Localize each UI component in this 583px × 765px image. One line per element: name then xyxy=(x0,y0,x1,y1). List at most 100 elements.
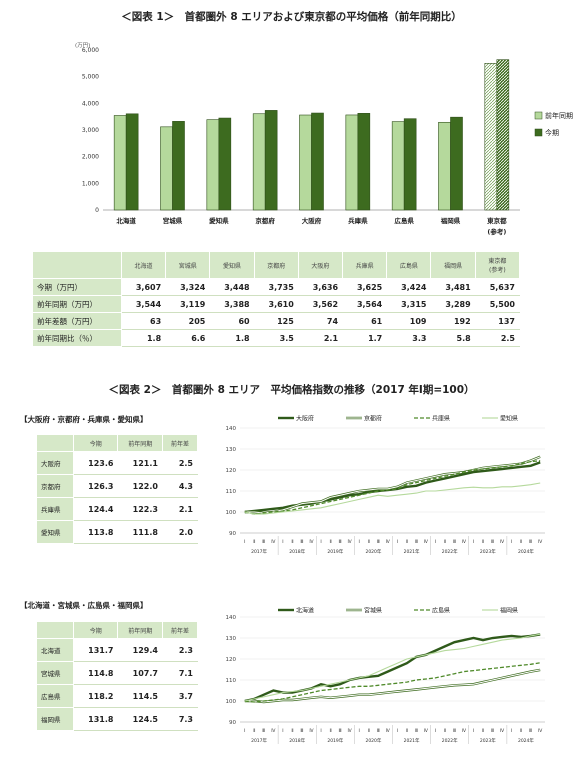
table-cell: 125 xyxy=(253,312,299,330)
x-quarter-label: Ⅲ xyxy=(453,539,456,545)
x-quarter-label: Ⅲ xyxy=(262,728,265,734)
column-header: 宮城県 xyxy=(165,251,211,279)
x-quarter-label: Ⅲ xyxy=(339,728,342,734)
table-cell: 3,610 xyxy=(253,295,299,313)
table-cell: 61 xyxy=(342,312,388,330)
legend-label: 前年同期 xyxy=(545,111,573,120)
table-cell: 123.6 xyxy=(72,451,119,475)
table-cell: 5,637 xyxy=(474,278,521,296)
table-cell: 4.3 xyxy=(161,474,199,498)
table-cell: 118.2 xyxy=(72,684,119,708)
x-quarter-label: Ⅱ xyxy=(368,539,370,545)
x-quarter-label: Ⅳ xyxy=(271,539,276,545)
index-table-other: 今期 前年同期 前年差 北海道 131.7 129.4 2.3 宮城県 114.8 107.7 7.… xyxy=(36,621,199,731)
table-cell: 124.5 xyxy=(117,707,163,731)
table-cell: 131.7 xyxy=(72,638,119,662)
x-quarter-label: Ⅲ xyxy=(529,728,532,734)
column-header: 北海道 xyxy=(120,251,167,279)
x-year-label: 2023年 xyxy=(480,548,496,555)
x-quarter-label: Ⅱ xyxy=(368,728,370,734)
x-quarter-label: Ⅲ xyxy=(415,539,418,545)
x-quarter-label: Ⅲ xyxy=(491,539,494,545)
x-quarter-label: Ⅱ xyxy=(406,539,408,545)
table-cell: 3,544 xyxy=(120,295,167,313)
x-quarter-label: Ⅳ xyxy=(386,728,391,734)
bar-curr xyxy=(125,113,139,211)
table-row: 北海道 131.7 129.4 2.3 xyxy=(36,638,199,662)
table-row: 福岡県 131.8 124.5 7.3 xyxy=(36,707,199,731)
bar-prev xyxy=(438,121,451,211)
x-quarter-label: Ⅱ xyxy=(444,539,446,545)
bar-prev xyxy=(160,126,173,211)
bar-chart: (万円) 0 1,000 2,000 3,000 4,000 5,000 6,000 北海道 宮城… xyxy=(75,42,573,236)
table-cell: 1.7 xyxy=(342,329,388,347)
legend-label: 愛知県 xyxy=(500,415,518,423)
table-cell: 2.1 xyxy=(161,497,199,521)
x-quarter-label: Ⅲ xyxy=(415,728,418,734)
x-year-label: 2022年 xyxy=(442,548,458,555)
x-quarter-label: Ⅳ xyxy=(462,539,467,545)
table-cell: 126.3 xyxy=(72,474,119,498)
y-tick-label: 0 xyxy=(95,207,99,214)
bar-curr xyxy=(450,116,463,211)
bar-prev xyxy=(299,114,312,211)
x-year-label: 2018年 xyxy=(289,548,305,555)
y-tick-label: 140 xyxy=(226,615,237,621)
legend-label: 大阪府 xyxy=(296,415,314,423)
table-cell: 131.8 xyxy=(72,707,119,731)
x-quarter-label: Ⅰ xyxy=(397,728,398,734)
x-quarter-label: Ⅲ xyxy=(377,728,380,734)
table-cell: 205 xyxy=(165,312,211,330)
section-label-other: 【北海道・宮城県・広島県・福岡県】 xyxy=(20,601,148,610)
column-header: 今期 xyxy=(72,621,119,639)
table-cell: 3,424 xyxy=(386,278,432,296)
x-quarter-label: Ⅰ xyxy=(358,728,359,734)
x-year-label: 2017年 xyxy=(251,548,267,555)
x-year-label: 2019年 xyxy=(327,737,343,744)
bar-curr xyxy=(264,110,278,211)
legend-label: 兵庫県 xyxy=(432,415,450,423)
row-label: 福岡県 xyxy=(36,707,74,731)
x-tick-label: 北海道 xyxy=(116,216,136,225)
legend-label: 広島県 xyxy=(432,607,450,615)
table-cell: 107.7 xyxy=(117,661,163,685)
x-quarter-label: Ⅰ xyxy=(244,539,245,545)
table-cell: 2.3 xyxy=(161,638,199,662)
table-cell: 114.8 xyxy=(72,661,119,685)
x-quarter-label: Ⅳ xyxy=(348,539,353,545)
table-cell: 121.1 xyxy=(117,451,163,475)
table-row: 京都府 126.3 122.0 4.3 xyxy=(36,474,199,498)
table-cell: 1.8 xyxy=(209,329,255,347)
row-label: 広島県 xyxy=(36,684,74,708)
legend-label: 宮城県 xyxy=(364,607,382,615)
row-label: 前年同期比（％） xyxy=(32,329,122,347)
x-year-label: 2018年 xyxy=(289,737,305,744)
table-cell: 3,324 xyxy=(165,278,211,296)
table-cell: 3,315 xyxy=(386,295,432,313)
x-quarter-label: Ⅰ xyxy=(397,539,398,545)
x-year-label: 2019年 xyxy=(327,548,343,555)
x-quarter-label: Ⅰ xyxy=(473,728,474,734)
series-line xyxy=(244,633,541,702)
table-cell: 3,289 xyxy=(430,295,476,313)
y-tick-label: 120 xyxy=(226,657,237,663)
table-cell: 113.8 xyxy=(72,520,119,544)
x-quarter-label: Ⅱ xyxy=(329,728,331,734)
column-header: 前年差 xyxy=(161,621,199,639)
table-cell: 3,562 xyxy=(297,295,344,313)
x-quarter-label: Ⅱ xyxy=(406,728,408,734)
x-quarter-label: Ⅱ xyxy=(253,539,255,545)
x-quarter-label: Ⅲ xyxy=(339,539,342,545)
y-tick-label: 4,000 xyxy=(82,100,99,107)
x-quarter-label: Ⅱ xyxy=(291,728,293,734)
x-quarter-label: Ⅰ xyxy=(282,539,283,545)
table-cell: 3,735 xyxy=(253,278,299,296)
row-label: 宮城県 xyxy=(36,661,74,685)
y-tick-label: 3,000 xyxy=(82,127,99,134)
column-header: 広島県 xyxy=(386,251,432,279)
table-cell: 5,500 xyxy=(474,295,521,313)
row-label: 大阪府 xyxy=(36,451,74,475)
row-label: 京都府 xyxy=(36,474,74,498)
